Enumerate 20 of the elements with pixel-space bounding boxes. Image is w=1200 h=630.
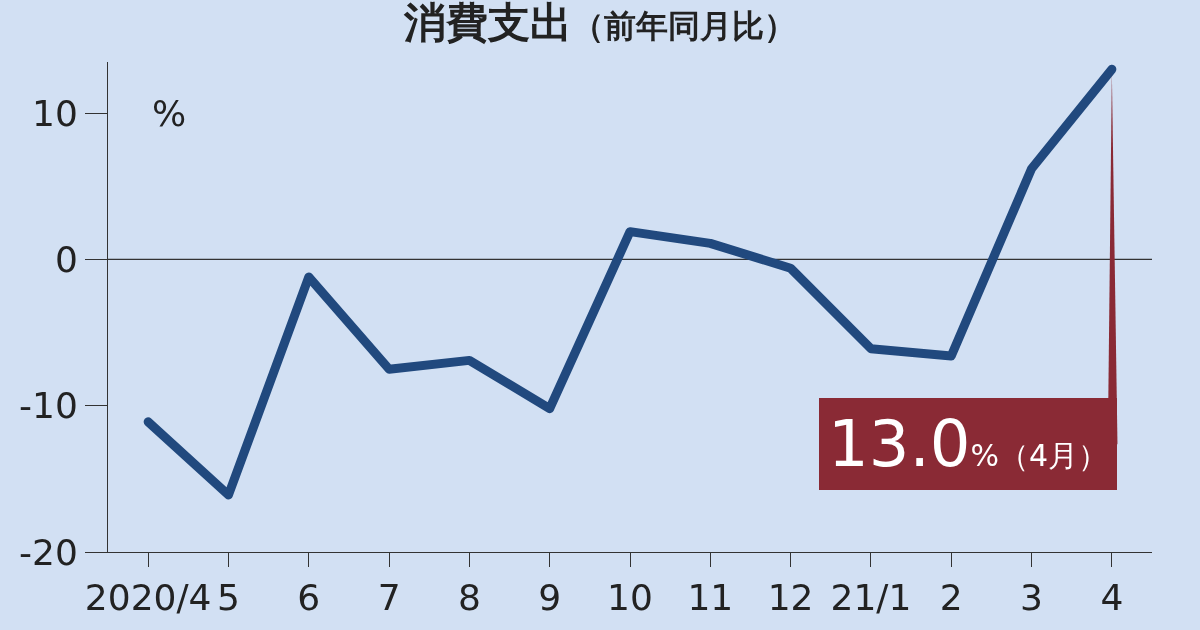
chart-title: 消費支出（前年同月比） — [403, 0, 796, 48]
x-tick-label: 21/1 — [830, 577, 912, 619]
y-tick-label: -20 — [18, 531, 78, 573]
x-tick-label: 11 — [687, 577, 734, 619]
x-tick-label: 10 — [607, 577, 653, 619]
x-tick-label: 9 — [538, 577, 562, 619]
x-tick-label: 6 — [297, 577, 321, 619]
y-tick-label: 0 — [54, 239, 78, 281]
x-tick-label: 7 — [377, 577, 401, 619]
x-tick-label: 8 — [457, 577, 481, 619]
y-tick-label: -10 — [18, 385, 78, 427]
x-tick-label: 3 — [1020, 577, 1043, 619]
annotation: 13.0%（4月） — [828, 407, 1109, 481]
y-tick-label: 10 — [31, 92, 78, 134]
x-tick-label: 5 — [217, 577, 240, 619]
x-tick-label: 2 — [939, 577, 963, 619]
y-axis-title: % — [152, 93, 187, 134]
x-tick-label: 12 — [767, 577, 814, 619]
x-tick-label: 2020/4 — [84, 577, 212, 619]
x-tick-label: 4 — [1100, 577, 1124, 619]
